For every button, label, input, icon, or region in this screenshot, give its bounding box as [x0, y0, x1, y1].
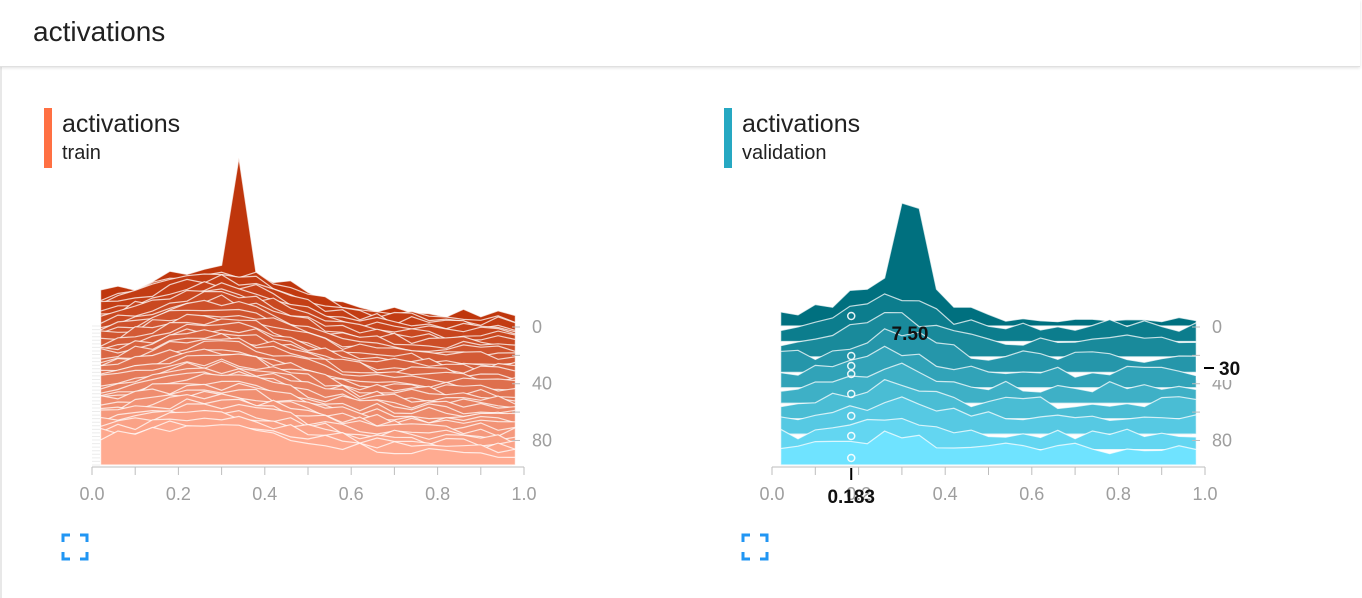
section-header[interactable]: activations — [0, 0, 1360, 67]
chart-card-train: activations train — [44, 100, 604, 580]
chart-title: activations — [742, 110, 861, 138]
chart-card-validation: activations validation — [724, 100, 1284, 580]
run-color-swatch — [44, 108, 52, 168]
chart-run-name: validation — [742, 142, 827, 164]
section-title: activations — [33, 16, 166, 47]
run-color-swatch — [724, 108, 732, 168]
page-edge — [0, 0, 2, 598]
chart-title: activations — [62, 110, 181, 138]
fullscreen-icon[interactable] — [741, 533, 769, 561]
fullscreen-icon[interactable] — [61, 533, 89, 561]
chart-run-name: train — [62, 142, 101, 164]
